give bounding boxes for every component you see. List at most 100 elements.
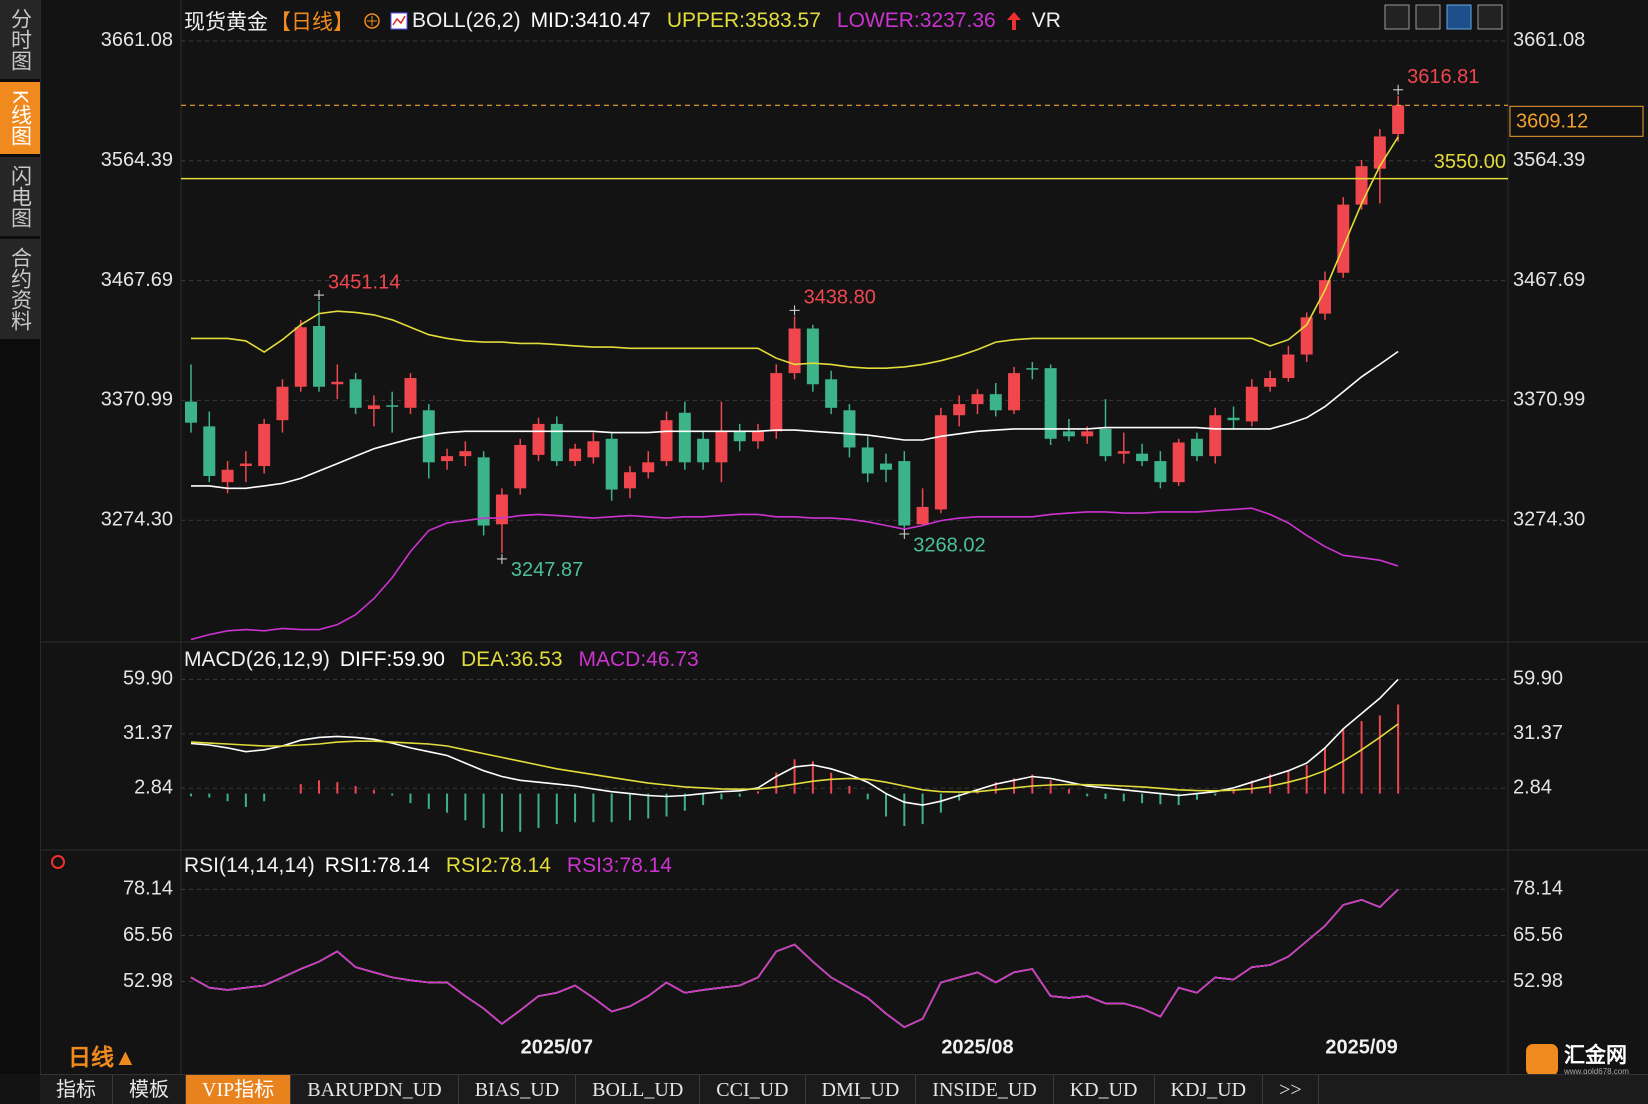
sidebar-tab[interactable]: K线图 [0,82,40,155]
y-tick-label: 78.14 [123,878,173,900]
boll-line [190,507,1399,641]
rsi-icon [51,855,65,869]
macd-line [190,678,1399,806]
indicator-tab[interactable]: INSIDE_UD [916,1075,1054,1104]
legend-entry: DIFF:59.90 [339,648,445,671]
candle-body [1264,378,1277,387]
candle-body [1008,373,1021,411]
indicator-tab[interactable]: VIP指标 [186,1075,292,1104]
y-tick-label-right: 59.90 [1513,668,1563,690]
y-tick-label-right: 3467.69 [1513,269,1585,291]
x-tick-label: 2025/08 [941,1036,1013,1058]
indicator-tab[interactable]: KDJ_UD [1155,1075,1264,1104]
indicator-tab[interactable]: CCI_UD [700,1075,806,1104]
y-tick-label-right: 3564.39 [1513,149,1585,171]
legend-entry: MACD:46.73 [578,648,699,671]
candle-body [1154,461,1167,483]
candle-body [642,462,655,473]
tool-icon[interactable] [1384,4,1410,30]
candle-body [934,415,947,510]
price-header: 现货黄金 【日线】 BOLL(26,2) MID:3410.47 UPPER:35… [184,6,1061,36]
candle-body [422,410,435,463]
y-tick-label-right: 3661.08 [1513,29,1585,51]
candle-body [276,386,289,421]
legend-entry: RSI1:78.14 [324,854,430,877]
logo-url: www.gold678.com [1564,1066,1629,1076]
indicator-tab[interactable]: 模板 [113,1075,186,1104]
candle-body [1355,166,1368,205]
candle-body [861,447,874,474]
candle-body [678,412,691,463]
add-icon[interactable] [364,13,380,29]
toolbar[interactable] [1384,4,1503,30]
indicator-tab[interactable]: BIAS_UD [459,1075,577,1104]
period-selector[interactable]: 日线▲ [68,1044,137,1070]
tool-icon[interactable] [1446,4,1472,30]
legend: RSI1:78.14 RSI2:78.14 RSI3:78.14 [325,854,672,878]
sidebar-tab[interactable]: 分时图 [0,0,40,79]
candle-body [386,405,399,407]
last-price-label: 3609.12 [1516,111,1588,133]
candle-body [550,423,563,462]
logo: 汇金网 www.gold678.com [1526,1044,1629,1076]
vr-label: VR [1031,9,1061,32]
indicator-tab[interactable]: 指标 [40,1075,113,1104]
rsi-title: RSI(14,14,14) [184,854,315,877]
indicator-tab[interactable]: BOLL_UD [576,1075,701,1104]
candle-body [1190,438,1203,457]
candle-body [751,431,764,442]
candle-body [1136,453,1149,462]
sidebar-tab[interactable]: 闪电图 [0,157,40,237]
candle-body [349,379,362,408]
extreme-label: 3616.81 [1407,66,1479,88]
y-tick-label: 3564.39 [101,149,173,171]
x-tick-label: 2025/07 [521,1036,593,1058]
rsi-header: RSI(14,14,14) RSI1:78.14 RSI2:78.14 RSI3:7… [184,854,672,878]
indicator-tab[interactable]: >> [1263,1075,1319,1104]
last-price-box [1509,105,1644,137]
reference-label: 3550.00 [1434,151,1506,173]
y-tick-label: 3370.99 [101,389,173,411]
indicator-tab[interactable]: DMI_UD [806,1075,917,1104]
up-arrow-icon [1006,12,1021,30]
chart-icon[interactable] [390,12,408,30]
y-tick-label-right: 78.14 [1513,878,1563,900]
candle-body [532,423,545,455]
legend: MID:3410.47 UPPER:3583.57 LOWER:3237.36 [531,9,996,33]
indicator-tab[interactable]: KD_UD [1054,1075,1155,1104]
extreme-label: 3451.14 [328,271,400,293]
candle-body [697,438,710,463]
boll-line [191,350,1399,490]
candle-body [404,378,417,408]
tool-icon[interactable] [1477,4,1503,30]
candle-body [294,327,307,387]
y-tick-label: 3467.69 [101,269,173,291]
candle-body [1318,280,1331,314]
sidebar: 分时图 K线图 闪电图 合约资料 [0,0,41,1074]
candle-body [1044,368,1057,439]
candle-body [1392,105,1405,134]
tool-icon[interactable] [1415,4,1441,30]
candle-body [971,394,984,405]
y-tick-label-right: 3274.30 [1513,508,1585,530]
sidebar-tab[interactable]: 合约资料 [0,239,40,340]
candle-body [1117,451,1130,454]
indicator-tabs: 指标 模板 VIP指标 BARUPDN_UD BIAS_UD BOLL_UD CCI_UD D… [40,1074,1648,1104]
indicator-tab[interactable]: BARUPDN_UD [291,1075,459,1104]
legend-entry: DEA:36.53 [460,648,563,671]
candle-body [623,472,636,489]
candle-body [331,381,344,385]
candle-body [239,463,252,467]
candle-body [605,438,618,490]
candle-body [1081,431,1094,437]
candle-body [569,448,582,462]
candle-body [459,451,472,457]
candle-body [514,444,527,489]
y-tick-label-right: 31.37 [1513,722,1563,744]
y-tick-label: 52.98 [123,970,173,992]
candle-body [715,431,728,463]
y-tick-label: 3661.08 [101,29,173,51]
indicator: BOLL(26,2) [412,9,521,32]
